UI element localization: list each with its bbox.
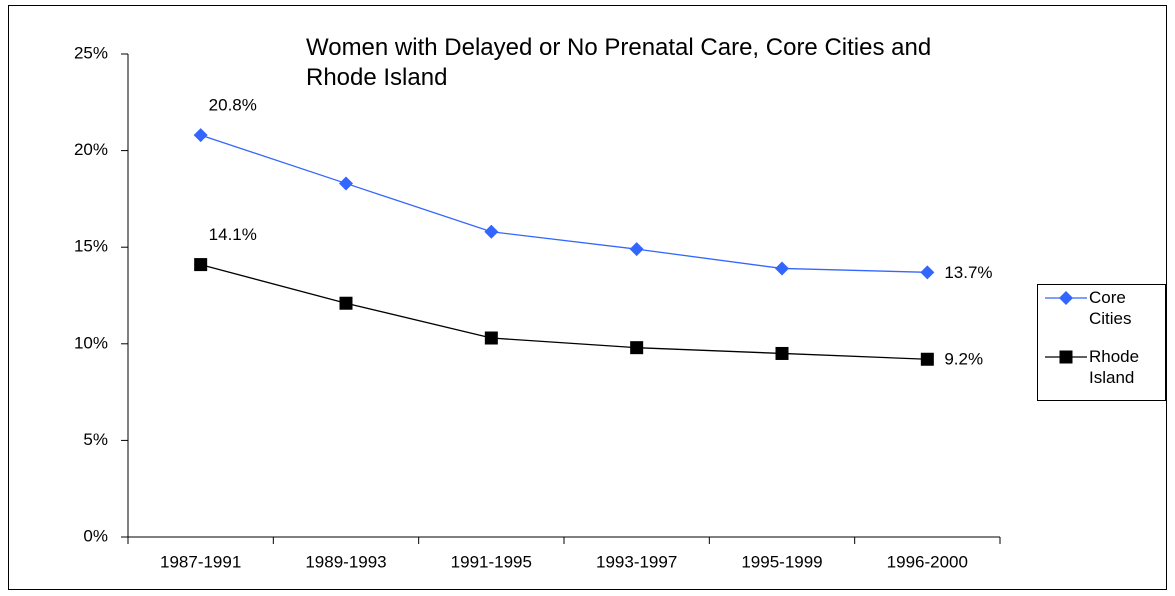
point xyxy=(629,242,644,257)
point xyxy=(484,224,499,239)
x-tick-label: 1989-1993 xyxy=(305,552,386,571)
chart-border xyxy=(8,5,1167,590)
point xyxy=(193,128,208,143)
y-tick-label: 20% xyxy=(74,140,108,159)
legend-label: Rhode Island xyxy=(1089,347,1140,387)
legend-label: Core Cities xyxy=(1089,288,1132,328)
y-tick-label: 10% xyxy=(74,333,108,352)
chart-title: Women with Delayed or No Prenatal Care, … xyxy=(306,34,932,91)
point xyxy=(775,346,789,360)
data-label: 13.7% xyxy=(944,263,992,282)
point xyxy=(339,176,353,191)
x-tick-label: 1995-1999 xyxy=(741,552,822,571)
x-tick-label: 1987-1991 xyxy=(160,552,241,571)
point xyxy=(630,341,644,355)
point xyxy=(920,265,935,280)
y-tick-label: 15% xyxy=(74,237,108,256)
point xyxy=(920,352,934,366)
data-label: 9.2% xyxy=(944,350,983,369)
y-tick-label: 5% xyxy=(83,430,108,449)
series-line xyxy=(200,263,928,360)
x-tick-label: 1996-2000 xyxy=(887,552,968,571)
point xyxy=(775,261,789,276)
y-tick-label: 0% xyxy=(83,526,108,545)
point xyxy=(194,258,208,272)
series-line xyxy=(200,134,928,273)
point xyxy=(1059,350,1073,364)
x-tick-label: 1993-1997 xyxy=(596,552,677,571)
data-label: 20.8% xyxy=(209,96,257,115)
x-tick-label: 1991-1995 xyxy=(451,552,532,571)
y-tick-label: 25% xyxy=(74,43,108,62)
data-label: 14.1% xyxy=(209,225,257,244)
legend-box xyxy=(1037,284,1166,401)
point xyxy=(339,296,353,310)
point xyxy=(1059,291,1073,305)
point xyxy=(484,331,498,345)
